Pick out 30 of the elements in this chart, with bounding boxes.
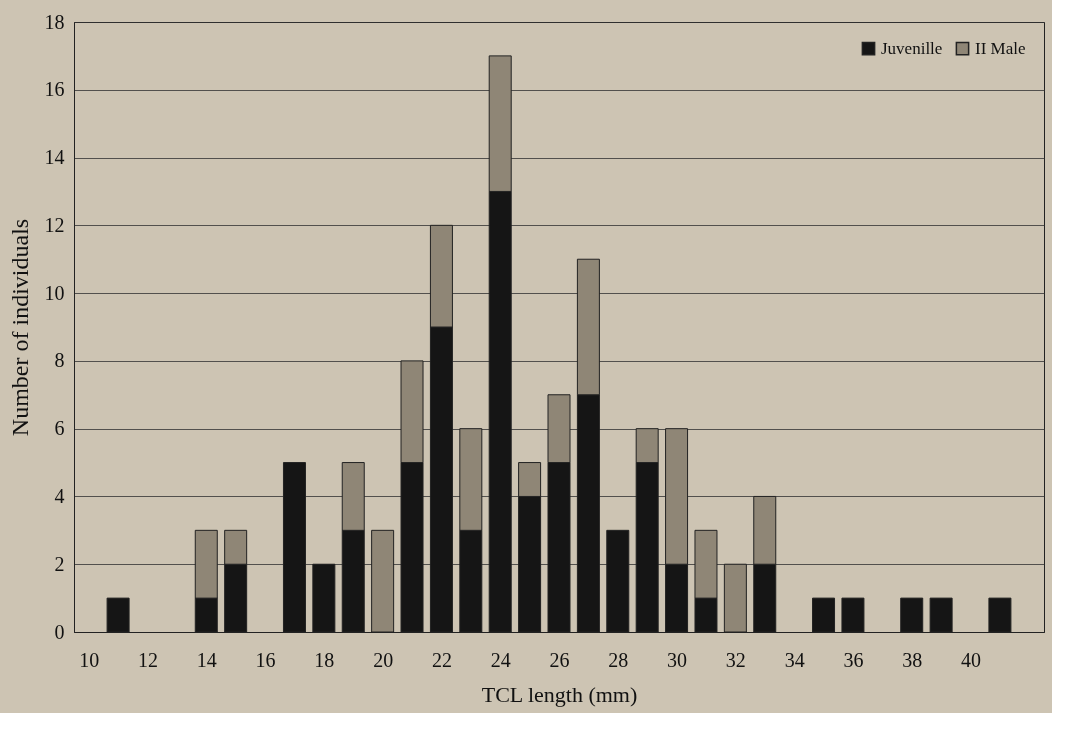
y-tick-label: 4 (54, 484, 65, 507)
x-axis-title: TCL length (mm) (481, 681, 638, 707)
x-tick-label: 12 (137, 648, 158, 671)
x-tick-label: 38 (902, 648, 923, 671)
x-tick-label: 10 (79, 648, 100, 671)
y-tick-label: 2 (54, 552, 65, 575)
x-tick-label: 24 (490, 648, 511, 671)
x-tick-label: 20 (373, 648, 394, 671)
x-tick-label: 28 (608, 648, 629, 671)
x-tick-label: 14 (196, 648, 217, 671)
y-tick-label: 10 (44, 281, 65, 304)
x-tick-label: 22 (431, 648, 452, 671)
y-tick-label: 8 (54, 349, 65, 372)
y-tick-label: 14 (44, 146, 65, 169)
y-axis-title: Number of individuals (6, 218, 33, 437)
y-tick-label: 18 (44, 10, 65, 33)
legend-label: II Male (975, 38, 1026, 58)
y-tick-label: 6 (54, 417, 65, 440)
x-tick-label: 16 (255, 648, 276, 671)
x-tick-label: 26 (549, 648, 570, 671)
x-tick-label: 32 (725, 648, 746, 671)
y-tick-label: 16 (44, 78, 65, 101)
x-tick-label: 34 (784, 648, 805, 671)
y-tick-label: 0 (54, 620, 65, 643)
x-tick-label: 30 (667, 648, 688, 671)
legend-label: Juvenille (881, 38, 943, 58)
x-tick-label: 18 (314, 648, 335, 671)
y-tick-label: 12 (44, 213, 65, 236)
x-tick-label: 40 (961, 648, 982, 671)
x-tick-label: 36 (843, 648, 864, 671)
